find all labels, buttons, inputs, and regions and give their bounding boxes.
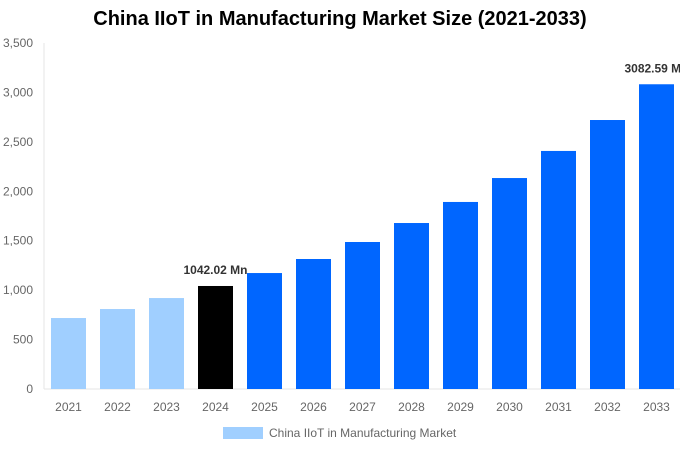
x-tick-label: 2027 — [349, 400, 376, 414]
x-tick-label: 2029 — [447, 400, 474, 414]
bar-2032 — [590, 120, 625, 390]
y-tick-label: 2,000 — [3, 184, 33, 198]
bar-2028 — [394, 223, 429, 389]
bar-2025 — [247, 273, 282, 389]
chart-title: China IIoT in Manufacturing Market Size … — [93, 8, 587, 30]
bar-2024 — [198, 285, 233, 389]
y-tick-label: 3,500 — [3, 36, 33, 50]
legend-swatch — [223, 427, 263, 439]
data-label-2033: 3082.59 Mn — [624, 61, 680, 75]
x-tick-label: 2032 — [594, 400, 621, 414]
x-tick-label: 2023 — [153, 400, 180, 414]
bar-2026 — [296, 259, 331, 389]
bar-2022 — [100, 309, 135, 389]
y-tick-label: 500 — [13, 333, 33, 347]
x-tick-label: 2024 — [202, 400, 229, 414]
y-tick-label: 0 — [26, 382, 33, 396]
x-tick-label: 2026 — [300, 400, 327, 414]
y-tick-label: 3,000 — [3, 85, 33, 99]
y-tick-label: 2,500 — [3, 135, 33, 149]
x-tick-label: 2028 — [398, 400, 425, 414]
bar-2027 — [345, 241, 380, 389]
x-tick-label: 2022 — [104, 400, 131, 414]
bar-2021 — [51, 318, 86, 389]
x-tick-label: 2025 — [251, 400, 278, 414]
y-tick-label: 1,000 — [3, 283, 33, 297]
x-tick-label: 2033 — [643, 400, 670, 414]
bar-2031 — [541, 150, 576, 389]
x-tick-label: 2021 — [55, 400, 82, 414]
data-label-2024: 1042.02 Mn — [183, 263, 247, 277]
bar-2033 — [639, 84, 674, 389]
bar-2029 — [443, 201, 478, 389]
x-tick-label: 2031 — [545, 400, 572, 414]
x-tick-label: 2030 — [496, 400, 523, 414]
legend: China IIoT in Manufacturing Market — [223, 426, 456, 440]
legend-label: China IIoT in Manufacturing Market — [269, 426, 457, 440]
bar-2030 — [492, 178, 527, 389]
y-tick-label: 1,500 — [3, 234, 33, 248]
bar-2023 — [149, 298, 184, 389]
